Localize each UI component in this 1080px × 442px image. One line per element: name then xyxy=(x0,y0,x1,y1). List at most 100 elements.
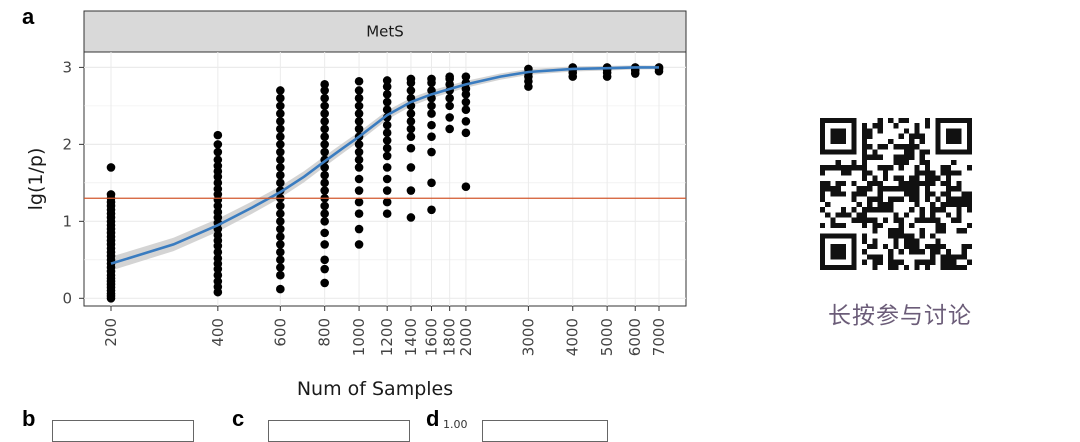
qr-module xyxy=(909,243,915,250)
data-point xyxy=(427,132,436,141)
data-point xyxy=(354,93,364,103)
qr-module xyxy=(909,233,915,239)
data-point xyxy=(320,217,329,226)
data-point xyxy=(320,186,329,195)
data-point xyxy=(354,155,364,165)
qr-module xyxy=(924,180,931,187)
qr-module xyxy=(851,118,857,124)
qr-module xyxy=(924,123,931,129)
qr-module xyxy=(935,222,941,229)
qr-module xyxy=(882,217,889,223)
data-point xyxy=(354,147,364,157)
qr-module xyxy=(840,180,847,187)
qr-module xyxy=(840,243,847,250)
qr-module xyxy=(877,123,883,129)
data-point xyxy=(382,136,392,145)
qr-module xyxy=(924,217,931,223)
data-point xyxy=(406,163,416,172)
confidence-band-area xyxy=(111,65,659,271)
data-point xyxy=(320,109,329,118)
qr-module xyxy=(935,128,941,134)
qr-module xyxy=(856,201,862,208)
qr-module xyxy=(909,249,915,255)
qr-module xyxy=(861,149,868,155)
data-point xyxy=(354,240,364,249)
qr-module xyxy=(903,154,910,160)
qr-module xyxy=(888,138,894,145)
data-point xyxy=(276,132,285,141)
qr-module xyxy=(945,254,952,260)
qr-module xyxy=(856,186,862,192)
qr-module xyxy=(951,186,957,192)
scatter-chart: MetS 0 1 2 3 200 400 600 800 1000 1200 1400 1600 18… xyxy=(25,10,687,400)
qr-module xyxy=(851,264,857,270)
qr-module xyxy=(951,254,957,260)
data-point xyxy=(382,186,392,195)
qr-module xyxy=(898,159,904,166)
data-point xyxy=(276,240,285,249)
qr-module xyxy=(851,249,857,255)
qr-module xyxy=(919,138,925,145)
data-point xyxy=(320,255,329,265)
qr-module xyxy=(835,118,841,124)
qr-module xyxy=(909,180,915,187)
qr-module xyxy=(840,191,847,197)
qr-module xyxy=(924,149,931,155)
qr-module xyxy=(935,217,941,223)
qr-module xyxy=(966,243,972,250)
qr-module xyxy=(893,238,899,244)
qr-module xyxy=(930,180,936,187)
qr-module xyxy=(888,228,894,234)
qr-module xyxy=(951,128,957,134)
qr-module xyxy=(956,186,962,192)
qr-module xyxy=(830,118,836,124)
qr-module xyxy=(867,133,873,139)
qr-module xyxy=(935,175,941,181)
qr-module xyxy=(820,170,826,176)
qr-module xyxy=(820,259,826,265)
qr-module xyxy=(820,165,826,171)
qr-module xyxy=(893,259,899,265)
data-point xyxy=(276,217,285,226)
qr-module xyxy=(924,165,931,171)
qr-module xyxy=(893,264,899,270)
qr-code-icon[interactable] xyxy=(820,118,972,270)
qr-module xyxy=(924,191,931,197)
data-point xyxy=(320,124,329,134)
qr-module xyxy=(935,118,941,124)
qr-module xyxy=(851,196,857,202)
qr-module xyxy=(919,233,925,239)
qr-module xyxy=(945,249,952,255)
qr-module xyxy=(872,207,878,213)
data-point xyxy=(461,116,471,126)
qr-module xyxy=(966,149,972,155)
qr-module xyxy=(961,264,967,270)
qr-module xyxy=(914,217,920,223)
qr-module xyxy=(951,201,957,208)
qr-module xyxy=(903,118,910,124)
data-point xyxy=(354,116,364,126)
qr-module xyxy=(909,196,915,202)
data-point xyxy=(320,240,329,249)
x-tick-label: 6000 xyxy=(626,318,644,356)
y-tick-label: 1 xyxy=(62,212,72,230)
qr-module xyxy=(830,243,836,250)
x-tick-label: 400 xyxy=(209,318,227,347)
data-point xyxy=(406,116,416,126)
qr-module xyxy=(909,191,915,197)
qr-module xyxy=(940,254,946,260)
qr-module xyxy=(951,138,957,145)
qr-module xyxy=(835,180,841,187)
data-point xyxy=(354,124,364,134)
qr-module xyxy=(872,217,878,223)
qr-module xyxy=(846,149,852,155)
qr-module xyxy=(945,212,952,218)
data-point xyxy=(382,90,392,99)
data-points xyxy=(106,63,664,303)
data-point xyxy=(382,143,392,153)
qr-module xyxy=(898,259,904,265)
data-point xyxy=(320,116,329,126)
qr-module xyxy=(825,264,831,270)
qr-module xyxy=(872,180,878,187)
